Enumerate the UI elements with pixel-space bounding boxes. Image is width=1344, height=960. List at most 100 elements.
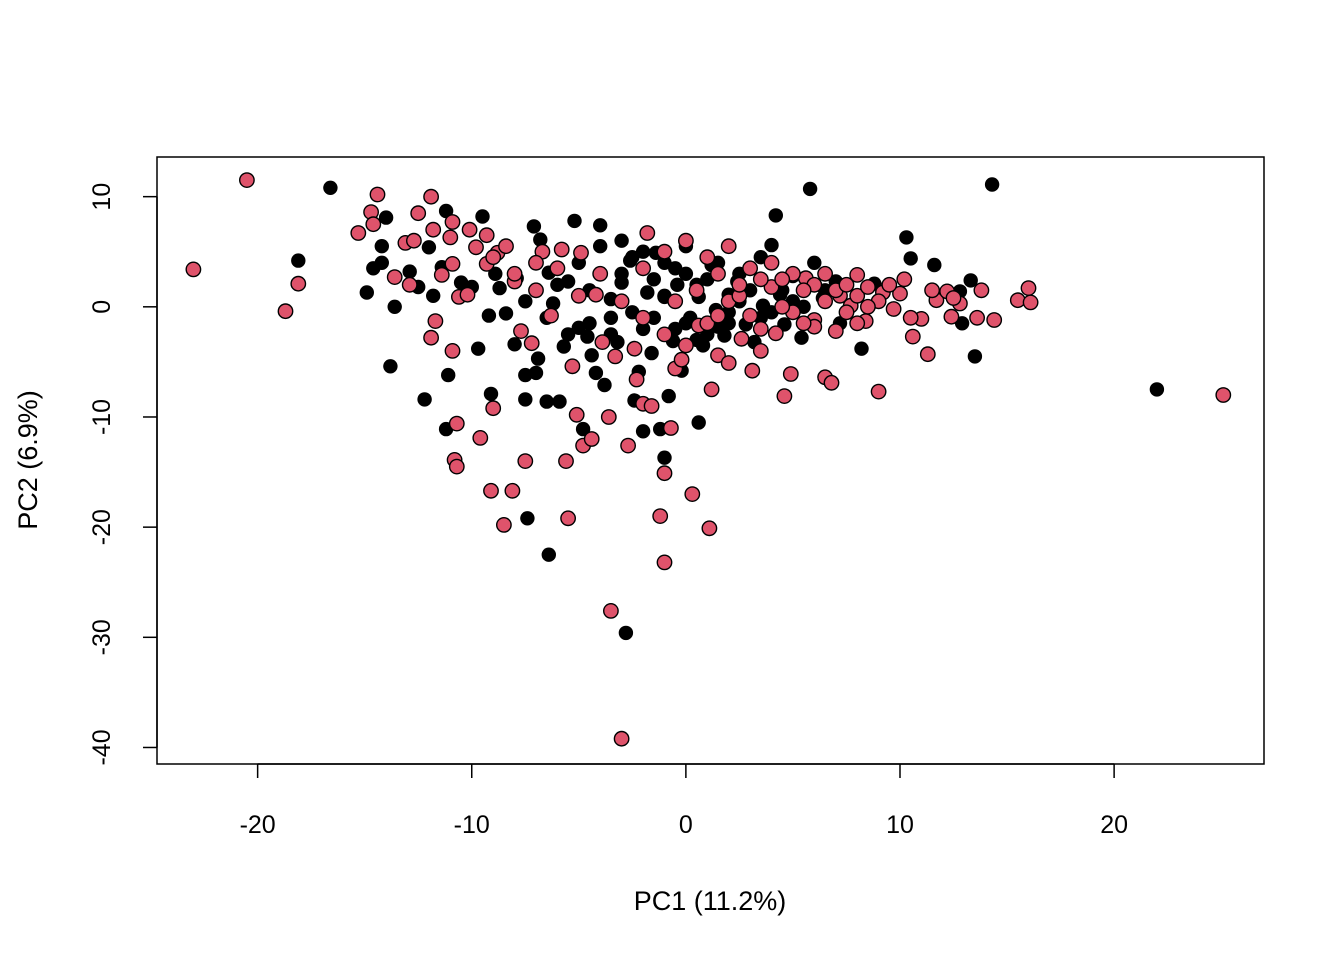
data-point: [421, 240, 437, 255]
data-point: [656, 465, 673, 482]
x-tick-label: 10: [886, 811, 914, 839]
data-point: [742, 307, 758, 324]
data-point: [526, 219, 542, 234]
data-point: [495, 517, 512, 533]
data-point: [795, 315, 812, 332]
data-point: [763, 254, 780, 271]
data-point: [967, 349, 983, 364]
data-point: [764, 237, 779, 253]
data-point: [433, 266, 450, 283]
data-point: [423, 329, 439, 346]
data-point: [478, 227, 495, 244]
data-point: [817, 265, 833, 282]
data-point: [628, 371, 645, 388]
data-point: [635, 309, 651, 326]
data-point: [657, 255, 672, 270]
data-point: [594, 334, 611, 350]
data-point: [768, 208, 783, 223]
data-point: [838, 276, 855, 293]
data-point: [731, 276, 748, 293]
data-point: [699, 249, 716, 266]
data-point: [885, 301, 902, 317]
data-point: [374, 239, 389, 254]
data-point: [471, 341, 486, 356]
data-point: [584, 348, 599, 363]
y-tick-label: -30: [88, 619, 116, 655]
data-point: [927, 257, 942, 273]
data-point: [1215, 387, 1232, 403]
data-point: [691, 415, 706, 430]
data-point: [483, 386, 499, 402]
data-point: [639, 225, 656, 241]
points-layer: [185, 172, 1232, 747]
data-point: [350, 225, 367, 241]
data-point: [543, 307, 559, 324]
data-point: [635, 321, 651, 337]
data-point: [550, 277, 565, 292]
data-point: [614, 233, 629, 248]
data-point: [710, 265, 726, 282]
data-point: [849, 266, 866, 283]
data-point: [635, 424, 651, 439]
data-point: [498, 238, 514, 255]
data-point: [475, 209, 490, 224]
data-point: [558, 453, 574, 469]
data-point: [588, 365, 604, 381]
y-tick-label: 0: [88, 300, 116, 314]
data-point: [448, 415, 465, 432]
data-point: [461, 221, 478, 238]
data-point: [504, 482, 521, 499]
data-point: [924, 282, 940, 299]
data-point: [468, 239, 484, 256]
data-point: [506, 265, 523, 282]
data-point: [481, 308, 497, 323]
data-point: [441, 367, 456, 383]
data-point: [802, 181, 818, 197]
data-point: [520, 511, 535, 526]
data-point: [426, 288, 441, 303]
data-point: [613, 730, 630, 747]
data-point: [573, 244, 589, 261]
data-point: [656, 554, 673, 571]
data-point: [545, 296, 561, 311]
data-point: [752, 271, 769, 288]
y-tick-label: -20: [88, 509, 116, 545]
data-point: [794, 330, 809, 345]
data-point: [678, 316, 694, 331]
data-point: [776, 388, 793, 404]
data-point: [720, 355, 737, 371]
data-point: [945, 290, 962, 306]
data-point: [767, 325, 784, 342]
data-point: [553, 241, 570, 258]
data-point: [564, 358, 581, 375]
data-point: [560, 510, 576, 527]
data-point: [517, 453, 534, 469]
data-point: [603, 603, 619, 619]
data-point: [1149, 382, 1165, 397]
data-point: [600, 409, 617, 425]
data-point: [678, 232, 694, 249]
data-point: [386, 269, 403, 285]
data-point: [752, 320, 769, 337]
data-point: [733, 330, 750, 347]
data-point: [444, 342, 461, 359]
data-point: [763, 279, 780, 295]
data-point: [823, 374, 840, 391]
data-point: [720, 238, 737, 255]
data-point: [383, 359, 398, 374]
data-point: [640, 285, 655, 300]
data-point: [613, 293, 630, 310]
data-point: [860, 298, 876, 315]
data-point: [593, 218, 608, 233]
data-point: [417, 392, 432, 407]
data-point: [902, 309, 919, 326]
data-point: [427, 313, 444, 329]
data-point: [963, 273, 978, 288]
data-point: [528, 282, 544, 299]
data-point: [472, 429, 489, 446]
data-point: [402, 264, 417, 279]
data-point: [667, 293, 684, 310]
data-point: [1022, 294, 1039, 311]
data-point: [238, 172, 255, 189]
series-1: [185, 172, 1232, 747]
